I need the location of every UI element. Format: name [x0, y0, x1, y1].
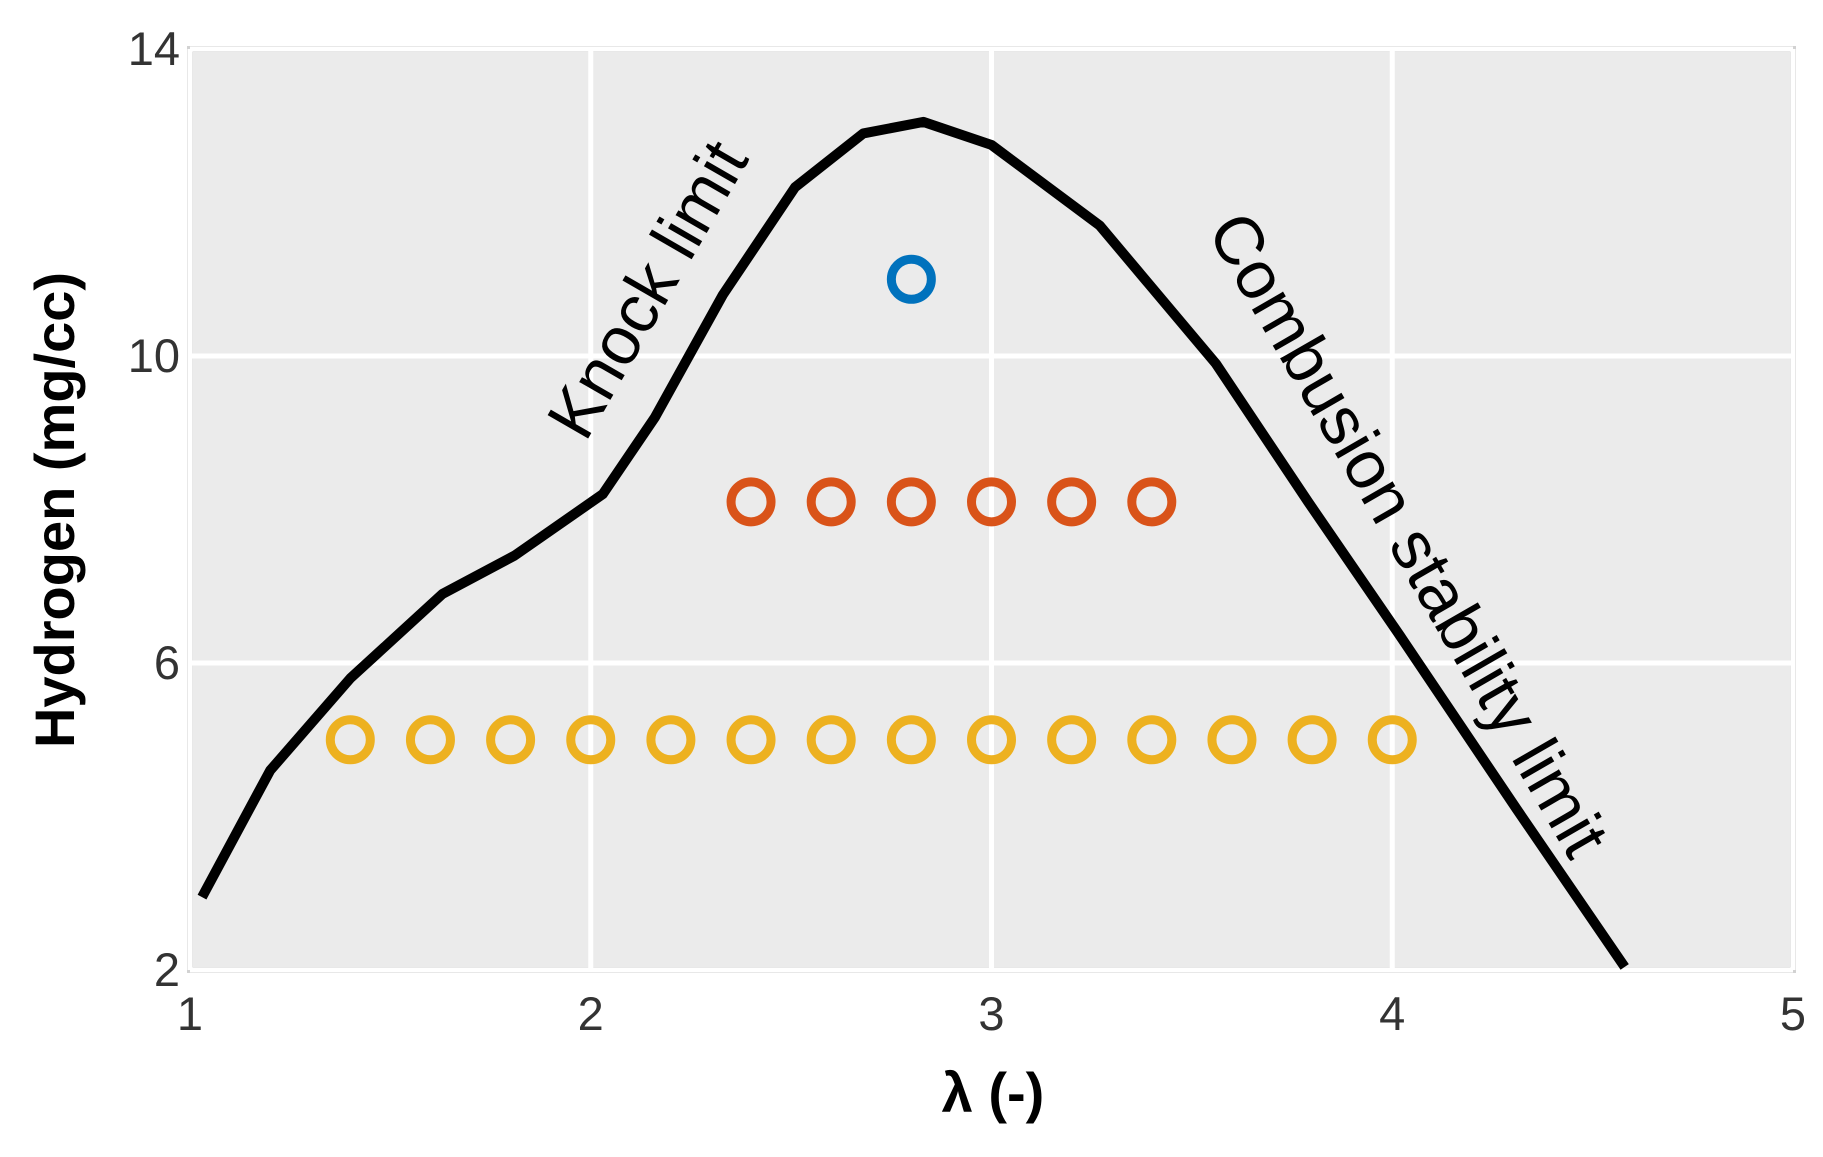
data-point [1287, 715, 1337, 765]
data-point [726, 477, 776, 527]
y-tick-label: 14 [128, 22, 180, 75]
data-point [486, 715, 536, 765]
data-point [726, 715, 776, 765]
x-axis-label: λ (-) [942, 1061, 1045, 1124]
data-point [1047, 477, 1097, 527]
data-point [405, 715, 455, 765]
x-tick-label: 2 [578, 987, 604, 1040]
y-tick-label: 10 [128, 329, 180, 382]
data-point [1127, 715, 1177, 765]
data-point [646, 715, 696, 765]
limit-curve [197, 116, 1629, 970]
data-point [806, 477, 856, 527]
data-point [1127, 477, 1177, 527]
x-tick-label: 5 [1780, 987, 1806, 1040]
data-point [1207, 715, 1257, 765]
data-point [1367, 715, 1417, 765]
data-point [886, 254, 936, 304]
data-point [1047, 715, 1097, 765]
grid [187, 46, 1796, 973]
data-point [967, 715, 1016, 765]
y-tick-label: 6 [154, 636, 180, 689]
x-tick-label: 1 [177, 987, 203, 1040]
data-point [967, 477, 1016, 527]
marks [197, 116, 1629, 970]
data-point [806, 715, 856, 765]
data-point [566, 715, 616, 765]
data-point [886, 477, 936, 527]
y-tick-label: 2 [154, 943, 180, 996]
y-axis-label: Hydrogen (mg/cc) [23, 272, 86, 748]
x-tick-label: 3 [978, 987, 1004, 1040]
x-tick-label: 4 [1379, 987, 1405, 1040]
data-point [325, 715, 375, 765]
data-point [886, 715, 936, 765]
